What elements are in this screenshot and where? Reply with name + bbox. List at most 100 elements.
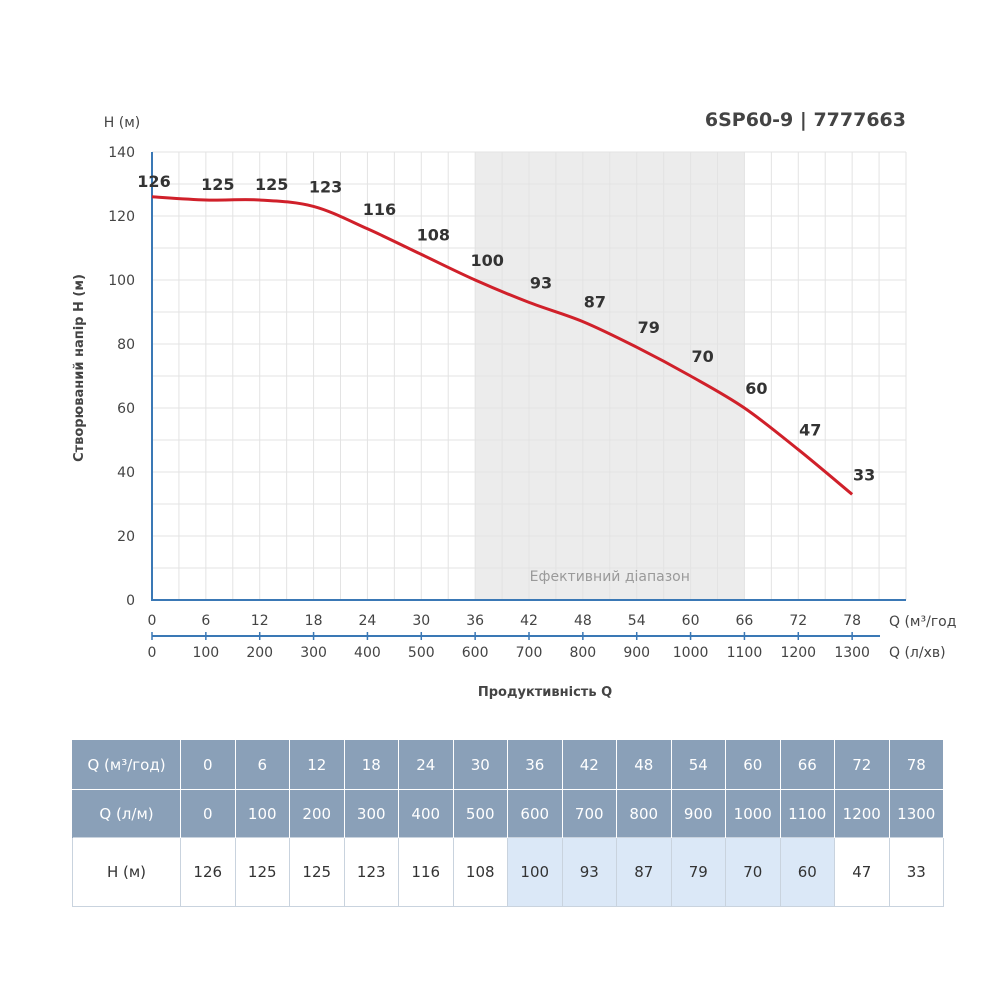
cell-q-lpm: 300: [344, 789, 399, 838]
x2-tick-label: 0: [148, 645, 157, 661]
data-labels: 126 125 125 123 116 108 100 93 87 79 70 60 47 33: [137, 172, 875, 485]
cell-q-m3h: 12: [289, 740, 345, 790]
cell-q-m3h: 0: [180, 740, 236, 790]
x-tick-label: 54: [628, 613, 646, 629]
x2-tick-label: 600: [462, 645, 489, 661]
x-tick-label: 6: [201, 613, 210, 629]
y-unit-label: H (м): [104, 115, 140, 131]
x-tick-label: 12: [251, 613, 269, 629]
x-tick-label: 42: [520, 613, 538, 629]
cell-head: 93: [561, 837, 617, 907]
cell-q-m3h: 72: [834, 740, 890, 790]
x-tick-label: 0: [148, 613, 157, 629]
cell-q-lpm: 100: [235, 789, 290, 838]
cell-q-m3h: 6: [235, 740, 290, 790]
x-tick-label: 72: [789, 613, 807, 629]
data-label: 125: [255, 175, 288, 194]
cell-head: 87: [616, 837, 672, 907]
cell-q-m3h: 60: [725, 740, 781, 790]
data-label: 87: [584, 293, 606, 312]
x-tick-label: 48: [574, 613, 592, 629]
y-tick-label: 20: [117, 529, 135, 545]
x2-tick-label: 1300: [834, 645, 870, 661]
x2-tick-label: 700: [516, 645, 543, 661]
data-label: 108: [417, 225, 450, 244]
y-tick-label: 100: [108, 273, 135, 289]
x2-tick-label: 800: [569, 645, 596, 661]
cell-head: 125: [289, 837, 345, 907]
cell-head: 100: [507, 837, 563, 907]
cell-head: 70: [725, 837, 781, 907]
data-label: 70: [691, 347, 713, 366]
cell-q-lpm: 700: [562, 789, 617, 838]
data-label: 126: [137, 172, 170, 191]
x-tick-labels: 0 6 12 18 24 30 36 42 48 54 60 66 72 78: [148, 613, 861, 640]
y-tick-labels: 0 20 40 60 80 100 120 140: [108, 145, 135, 609]
cell-head: 79: [670, 837, 726, 907]
cell-q-lpm: 800: [616, 789, 672, 838]
cell-q-m3h: 66: [780, 740, 835, 790]
x-tick-label: 18: [305, 613, 323, 629]
cell-q-m3h: 24: [398, 740, 454, 790]
cell-q-lpm: 0: [180, 789, 236, 838]
chart-title: 6SP60-9 | 7777663: [705, 109, 906, 131]
x-axis-title: Продуктивність Q: [478, 685, 612, 700]
cell-q-m3h: 54: [671, 740, 726, 790]
x2-tick-label: 200: [246, 645, 273, 661]
x2-tick-label: 1000: [673, 645, 709, 661]
data-label: 47: [799, 421, 821, 440]
chart-axes: [151, 152, 906, 637]
data-label: 123: [309, 177, 342, 196]
y-tick-label: 140: [108, 145, 135, 161]
y-tick-label: 120: [108, 209, 135, 225]
cell-q-m3h: 78: [889, 740, 944, 790]
cell-q-lpm: 1000: [725, 789, 781, 838]
cell-q-lpm: 1100: [780, 789, 835, 838]
chart-grid: [151, 151, 907, 601]
data-label: 33: [853, 465, 875, 484]
row-q-lpm: Q (л/м) 0 100 200 300 400 500 600 700 800 900 1000…: [72, 789, 944, 838]
cell-q-lpm: 900: [671, 789, 726, 838]
row-head: H (м) 126 125 125 123 116 108 100 93 87 79 70 60 47 3…: [72, 837, 944, 907]
cell-q-m3h: 30: [453, 740, 508, 790]
x-tick-label: 24: [359, 613, 377, 629]
y-tick-label: 40: [117, 465, 135, 481]
cell-head: 60: [779, 837, 835, 907]
cell-q-lpm: 500: [453, 789, 508, 838]
x-tick-label: 30: [412, 613, 430, 629]
cell-head: 108: [452, 837, 508, 907]
cell-head: 126: [180, 837, 236, 907]
x2-tick-label: 1100: [727, 645, 763, 661]
y-tick-label: 60: [117, 401, 135, 417]
x-tick-label: 78: [843, 613, 861, 629]
efficient-range-label: Ефективний діапазон: [530, 569, 690, 585]
cell-q-lpm: 400: [398, 789, 454, 838]
data-label: 100: [470, 251, 503, 270]
x2-tick-label: 300: [300, 645, 327, 661]
cell-head: 116: [398, 837, 454, 907]
x2-unit-label: Q (л/хв): [889, 645, 946, 661]
x2-tick-label: 900: [623, 645, 650, 661]
performance-table: Q (м³/год) 0 6 12 18 24 30 36 42 48 54 60 66 72 78 Q …: [72, 740, 944, 907]
row-q-m3h: Q (м³/год) 0 6 12 18 24 30 36 42 48 54 60 66 72 78: [72, 740, 944, 790]
x2-tick-label: 500: [408, 645, 435, 661]
cell-q-lpm: 600: [507, 789, 563, 838]
head-curve-line: [151, 195, 854, 496]
y-tick-label: 80: [117, 337, 135, 353]
row-label-head: H (м): [72, 837, 181, 907]
cell-head: 33: [888, 837, 944, 907]
x-tick-label: 66: [736, 613, 754, 629]
cell-q-lpm: 1300: [889, 789, 944, 838]
data-label: 116: [363, 200, 396, 219]
cell-q-m3h: 42: [562, 740, 617, 790]
x-unit-label: Q (м³/год: [889, 614, 956, 630]
cell-head: 47: [834, 837, 890, 907]
cell-q-lpm: 200: [289, 789, 345, 838]
data-label: 93: [530, 273, 552, 292]
row-label-q-lpm: Q (л/м): [72, 789, 181, 838]
cell-q-lpm: 1200: [834, 789, 890, 838]
data-label: 79: [638, 318, 660, 337]
data-label: 60: [745, 379, 767, 398]
y-tick-label: 0: [126, 593, 135, 609]
